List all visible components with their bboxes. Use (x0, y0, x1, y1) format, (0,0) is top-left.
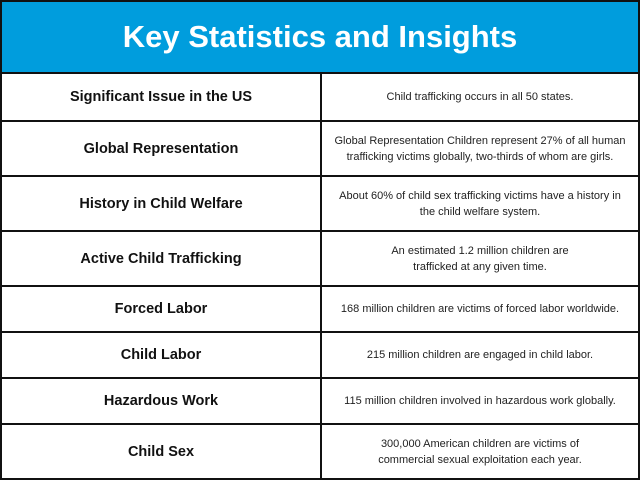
row-label: Child Labor (2, 331, 322, 378)
row-label: Forced Labor (2, 285, 322, 332)
row-text: 300,000 American children are victims of… (321, 423, 638, 478)
row-text: 215 million children are engaged in chil… (321, 331, 638, 378)
row-label: History in Child Welfare (2, 175, 322, 231)
row-text: An estimated 1.2 million children are tr… (321, 230, 638, 286)
row-text: Child trafficking occurs in all 50 state… (386, 91, 574, 103)
row-label: Hazardous Work (2, 377, 322, 424)
table-row: Active Child Trafficking An estimated 1.2… (2, 230, 638, 286)
table-row: Forced Labor 168 million children are vic… (2, 285, 638, 332)
table-row: Significant Issue in the US Child traffic… (2, 74, 638, 121)
row-text: 168 million children are victims of forc… (321, 285, 638, 332)
table-row: Hazardous Work 115 million children invol… (2, 377, 638, 424)
row-label: Child Sex (2, 423, 322, 478)
page-title: Key Statistics and Insights (2, 2, 638, 74)
row-label: Global Representation (2, 120, 322, 176)
row-label: Active Child Trafficking (2, 230, 322, 286)
row-text: 115 million children involved in hazardo… (321, 377, 638, 424)
table-row: Child Sex 300,000 American children are v… (2, 423, 638, 478)
row-label: Significant Issue in the US (2, 74, 322, 121)
row-text: Global Representation Children represent… (321, 120, 638, 176)
table-row: History in Child Welfare About 60% of chi… (2, 175, 638, 231)
row-text: About 60% of child sex trafficking victi… (321, 175, 638, 231)
table-row: Global Representation Global Representati… (2, 120, 638, 176)
statistics-table: Significant Issue in the US Child traffic… (2, 74, 638, 478)
table-row: Child Labor 215 million children are enga… (2, 331, 638, 378)
